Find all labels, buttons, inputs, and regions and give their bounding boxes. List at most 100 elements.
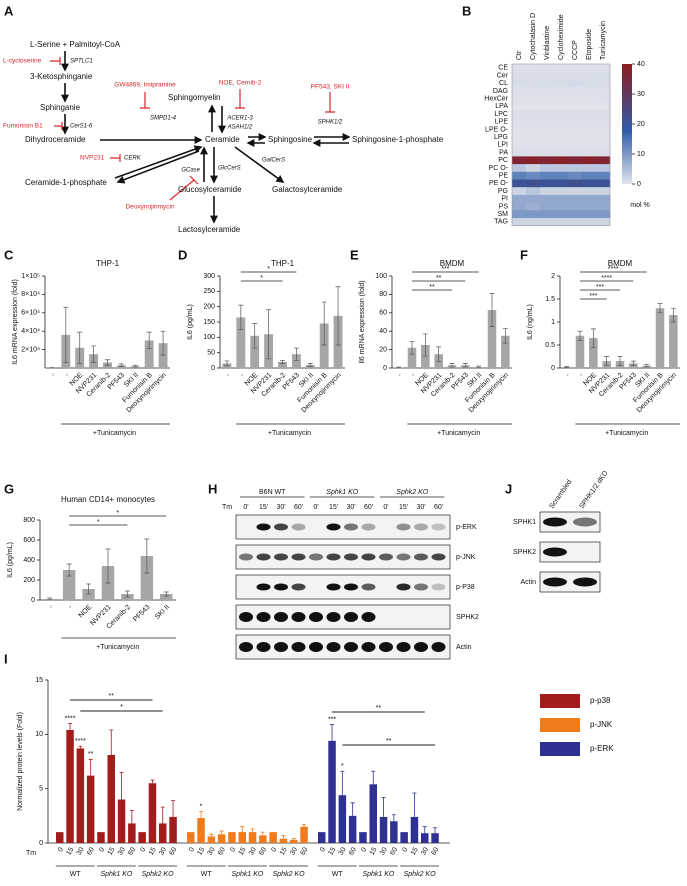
column-label: Etoposide [586, 29, 593, 60]
panel-letter: G [4, 481, 14, 496]
blot-band [573, 517, 597, 527]
error-bar [160, 806, 165, 824]
y-tick-label: 800 [23, 517, 35, 524]
heatmap-cell [582, 110, 597, 119]
error-bar [340, 770, 345, 796]
y-tick-label: 5 [39, 786, 43, 793]
error-bar [68, 723, 73, 730]
y-axis-label: IL6 (pg/mL) [7, 542, 14, 578]
error-bar [604, 356, 610, 367]
column-label: CCCP [572, 40, 579, 60]
heatmap-cell [596, 110, 611, 119]
heatmap-cell [554, 194, 569, 203]
error-bar [476, 365, 482, 369]
blot-band [414, 642, 428, 652]
heatmap-cell [554, 102, 569, 111]
error-bar [335, 286, 341, 346]
heatmap-cell [512, 156, 527, 165]
blot-band [414, 583, 428, 591]
bar [128, 823, 136, 843]
bar [319, 323, 329, 368]
error-bar [489, 293, 495, 327]
blot-band [573, 577, 597, 587]
heatmap-cell [540, 94, 555, 103]
x-axis-label: Tm [26, 850, 36, 857]
bar [169, 816, 177, 843]
heatmap-cell [540, 148, 555, 157]
heatmap-cell [540, 194, 555, 203]
blot-band [396, 523, 411, 531]
error-bar [163, 591, 169, 597]
x-tick-label: 30 [117, 846, 127, 856]
x-tick-label: 15 [107, 846, 117, 856]
heatmap-cell [554, 94, 569, 103]
chart-title: BMDM [608, 259, 633, 268]
heatmap-cell [540, 110, 555, 119]
blot-band [256, 583, 271, 591]
time-label: 15' [399, 504, 408, 511]
panel-letter: E [350, 247, 359, 262]
x-tick-label: - [67, 603, 74, 610]
error-bar [422, 826, 427, 834]
error-bar [109, 729, 114, 755]
error-bar [391, 814, 396, 822]
error-bar [63, 306, 69, 363]
error-bar [219, 830, 224, 835]
significance-label: ** [386, 738, 392, 745]
heatmap-cell [526, 110, 541, 119]
bar [76, 748, 85, 843]
error-bar [617, 356, 623, 367]
blot-band [256, 642, 271, 652]
y-tick-label: 0 [31, 597, 35, 604]
enzyme-label: GlcCerS [218, 166, 241, 172]
heatmap-cell [540, 164, 555, 173]
colorbar-tick-label: 0 [637, 181, 641, 188]
heatmap-cell [526, 102, 541, 111]
lane-label: Scrambled [548, 479, 573, 511]
x-tick-label: NOE [78, 604, 94, 620]
pathway-node: Sphinganie [40, 103, 81, 112]
blot-band [431, 553, 446, 561]
heatmap-cell [512, 87, 527, 96]
blot-band [326, 553, 341, 561]
row-label: PG [498, 188, 508, 195]
pathway-node: Ceramide [205, 135, 240, 144]
y-tick-label: 400 [23, 557, 35, 564]
pathway-node: Sphingosine [268, 135, 313, 144]
bar [217, 834, 226, 843]
chart-title: Human CD14+ monocytes [61, 495, 155, 504]
error-bar [209, 833, 214, 837]
heatmap-cell [596, 194, 611, 203]
heatmap-cell [568, 71, 583, 80]
heatmap-cell [512, 102, 527, 111]
heatmap-cell [540, 210, 555, 219]
bar [187, 832, 195, 843]
bar [290, 839, 298, 843]
blot-band [414, 553, 428, 561]
y-tick-label: 0 [551, 365, 555, 372]
heatmap-cell [526, 202, 541, 211]
heatmap-cell [512, 148, 527, 157]
chart-title: THP-1 [271, 259, 295, 268]
enzyme-label: SPHK1/2 [318, 120, 343, 126]
y-tick-label: 0 [383, 365, 387, 372]
blot-box [539, 571, 601, 593]
legend-swatch [540, 742, 580, 756]
time-label: 60' [364, 504, 373, 511]
error-bar [252, 323, 258, 349]
blot-band [239, 612, 253, 622]
heatmap-cell [540, 117, 555, 126]
y-tick-label: 20 [379, 346, 387, 353]
enzyme-label: CerS1-6 [70, 124, 93, 130]
bar [338, 795, 347, 843]
error-bar [422, 333, 428, 357]
error-bar [670, 307, 676, 323]
heatmap-cell [596, 141, 611, 149]
y-tick-label: 2×10⁴ [21, 346, 40, 353]
heatmap-cell [582, 133, 597, 142]
x-tick-label: 60 [168, 846, 178, 856]
heatmap-cell [596, 148, 611, 157]
x-tick-label: 0 [360, 846, 368, 853]
x-tick-label: 15 [279, 846, 289, 856]
heatmap-cell [512, 117, 527, 126]
